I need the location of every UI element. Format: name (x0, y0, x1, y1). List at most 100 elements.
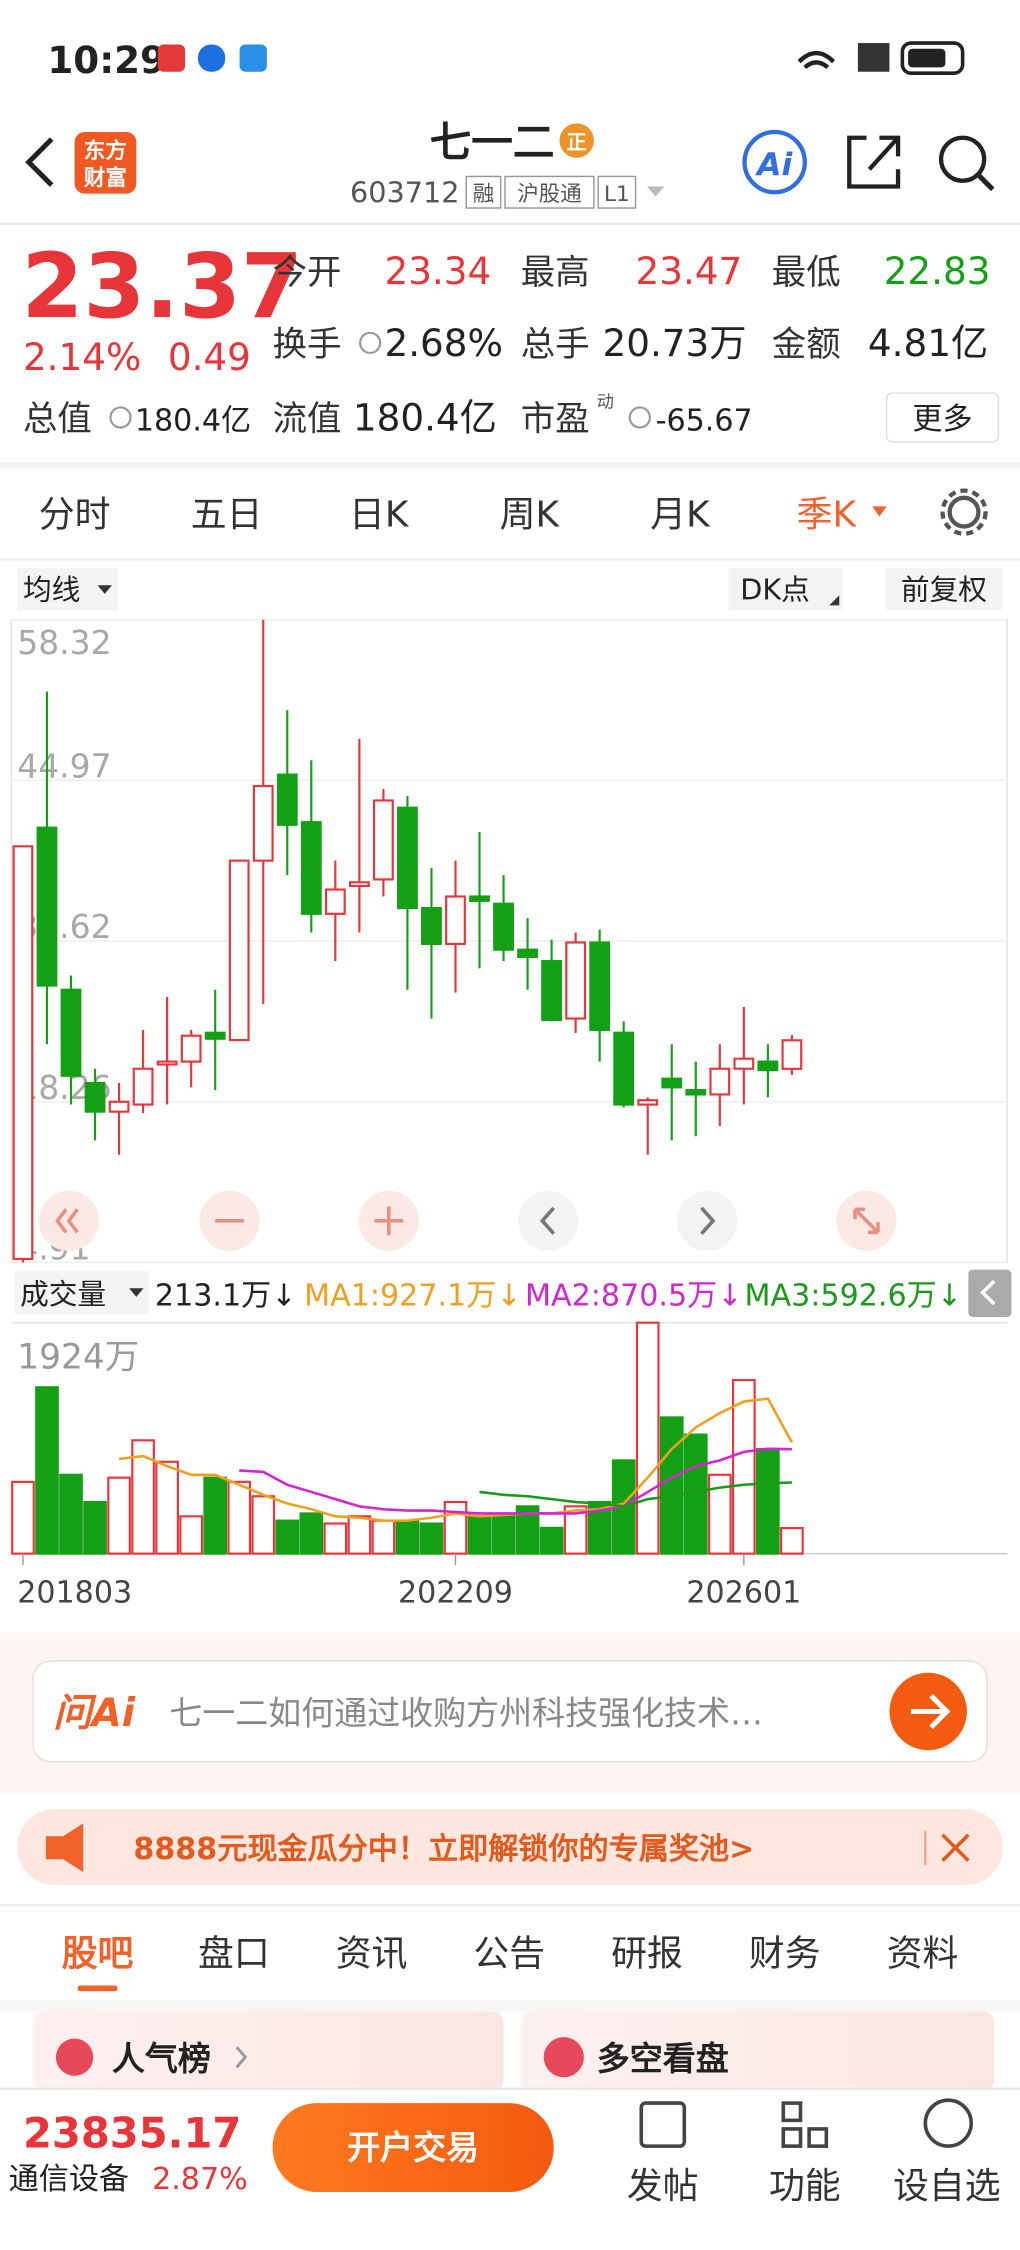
field-label: 市盈 (521, 399, 590, 439)
period-tab[interactable]: 分时 (39, 494, 111, 535)
stock-code: 603712 (350, 175, 460, 209)
more-button[interactable] (885, 392, 1000, 443)
x-tick-label: 202601 (686, 1575, 801, 1610)
dk-text: DK点 (740, 573, 810, 607)
tag (597, 175, 637, 209)
chevron (235, 2046, 248, 2069)
search-handle (976, 173, 995, 192)
search-button[interactable] (938, 135, 987, 183)
pe-sup: 动 (597, 392, 614, 412)
settings-button[interactable] (947, 495, 981, 529)
info-icon (628, 406, 651, 429)
y-tick-label: 44.97 (17, 747, 111, 786)
volume-bar (707, 1473, 732, 1555)
volume-bar (563, 1505, 588, 1555)
legend: MA1:927.1万↓ MA2:870.5万↓ MA3:592.6万↓ (304, 1278, 962, 1313)
divider (0, 1999, 1020, 2012)
info-tab[interactable]: 财务 (749, 1933, 821, 1974)
legend-entry: MA1:927.1万↓ (304, 1278, 521, 1313)
ai-button[interactable] (742, 129, 807, 195)
candle-body (589, 941, 611, 1032)
candle-body (132, 1067, 154, 1106)
period-tab[interactable]: 五日 (191, 494, 263, 535)
gear-teeth (940, 488, 988, 536)
field-value: -65.67 (656, 403, 753, 438)
field-label: 总手 (521, 325, 590, 365)
info-tab[interactable]: 资讯 (336, 1933, 408, 1974)
dropdown-arrow[interactable] (647, 186, 665, 197)
adjust-text: 前复权 (901, 573, 987, 607)
footer-action[interactable]: 发帖 (627, 2166, 699, 2207)
ai-input[interactable] (32, 1660, 988, 1763)
close-button[interactable] (941, 1833, 970, 1862)
index-value: 23835.17 (23, 2109, 241, 2158)
period-tab[interactable]: 周K (500, 494, 561, 535)
card[interactable] (520, 2011, 995, 2092)
open-account-button[interactable] (272, 2103, 554, 2193)
info-tab[interactable]: 股吧 (62, 1933, 134, 1974)
field-label: 总值 (23, 399, 92, 439)
dropdown-arrow (129, 1288, 144, 1297)
candle-body (421, 906, 442, 945)
promo-text: 8888元现金瓜分中！立即解锁你的专属奖池> (133, 1832, 754, 1867)
card[interactable] (32, 2011, 504, 2092)
info-tab[interactable]: 盘口 (198, 1933, 270, 1974)
control-button[interactable] (517, 1190, 579, 1251)
candle-body (613, 1031, 635, 1106)
volume-bar (371, 1519, 396, 1555)
price: 23.37 (22, 234, 303, 338)
change-pct: 2.14% (23, 335, 141, 379)
control-button[interactable] (677, 1190, 738, 1251)
share-button[interactable] (847, 135, 901, 189)
period-tabs: 分时 五日 日K 周K 月K 季K (39, 494, 887, 535)
candle-body (252, 784, 274, 862)
footer-action[interactable]: 设自选 (893, 2166, 1001, 2207)
dk-button[interactable] (728, 568, 844, 612)
ma-line (479, 1481, 792, 1508)
field-label: 金额 (772, 325, 841, 365)
footer-action[interactable]: 功能 (769, 2166, 841, 2207)
tag (465, 175, 502, 209)
period-tab[interactable]: 季K (797, 494, 858, 535)
logo-text: 东方 (84, 138, 127, 164)
button-text: 开户交易 (347, 2128, 479, 2167)
volume-select[interactable] (14, 1271, 150, 1315)
volume-bar (539, 1526, 564, 1555)
badge (559, 123, 594, 158)
volume-bar (275, 1519, 300, 1555)
candle-body (108, 1100, 130, 1113)
info-icon (109, 406, 132, 429)
ma-text: 均线 (23, 573, 80, 607)
volume-bar (419, 1522, 444, 1555)
info-tab[interactable]: 公告 (473, 1933, 545, 1974)
candle-body (228, 859, 250, 1042)
promo-banner[interactable] (17, 1809, 1003, 1886)
volume-bar (323, 1522, 348, 1555)
candle-body (348, 881, 370, 887)
info-tab[interactable]: 研报 (611, 1933, 683, 1974)
period-tab[interactable]: 月K (650, 494, 711, 535)
volume-bar (635, 1321, 660, 1555)
volume-bar (515, 1505, 540, 1555)
tag-text: 融 (473, 182, 495, 207)
collapse-button[interactable] (968, 1269, 1012, 1317)
period-tab[interactable]: 日K (349, 494, 410, 535)
x-tick-label: 202209 (398, 1575, 513, 1610)
func-icon (781, 2127, 803, 2148)
more-text: 更多 (912, 402, 972, 437)
card-title: 人气榜 (112, 2039, 211, 2078)
candle-body (204, 1031, 226, 1040)
field-label: 流值 (273, 399, 342, 439)
status-icon (157, 44, 186, 72)
battery-icon (900, 41, 965, 75)
candle-body (300, 821, 322, 915)
info-tab[interactable]: 资料 (887, 1933, 959, 1974)
ai-brand: 问Ai (53, 1691, 136, 1736)
candle-body (60, 988, 82, 1077)
adjust-button[interactable] (885, 568, 1003, 612)
back-button[interactable] (25, 137, 54, 187)
status-icon (239, 44, 267, 72)
icon (853, 1207, 880, 1235)
candle-body (493, 902, 514, 951)
ma-select[interactable] (17, 568, 118, 612)
